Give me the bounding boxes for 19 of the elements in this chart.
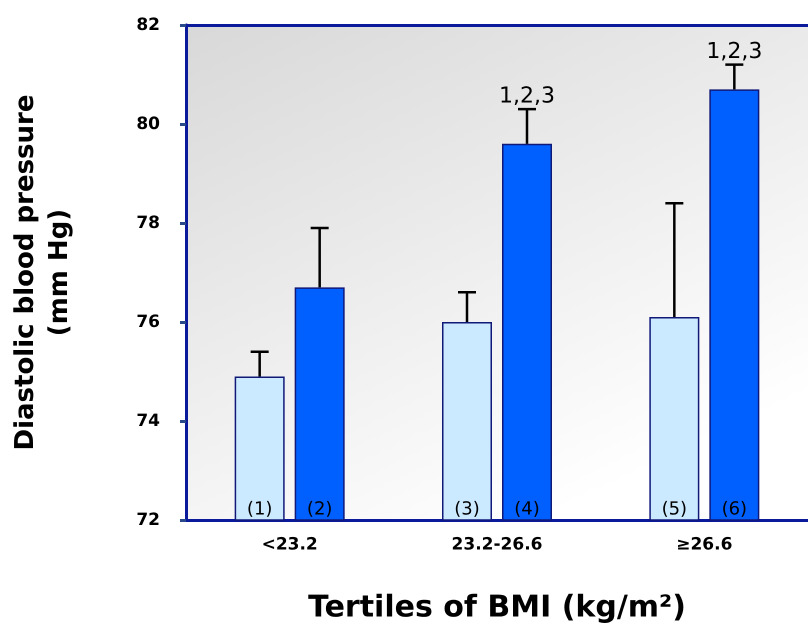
y-tick-label: 72 <box>136 510 160 530</box>
x-tick-label: <23.2 <box>262 534 318 554</box>
annotation: (1) <box>246 498 272 520</box>
y-tick-label: 82 <box>136 15 160 35</box>
y-tick-label: 76 <box>136 312 160 332</box>
y-tick-label: 74 <box>136 411 160 431</box>
y-tick-label: 80 <box>136 114 160 134</box>
annotation: (2) <box>306 498 332 520</box>
annotation: 1,2,3 <box>499 84 555 109</box>
annotation: (4) <box>514 498 540 520</box>
annotation: (5) <box>662 498 688 520</box>
y-axis-title: Diastolic blood pressure (mm Hg) <box>10 94 74 450</box>
annotation: 1,2,3 <box>706 39 762 64</box>
annotation: (3) <box>454 498 480 520</box>
y-tick-label: 78 <box>136 213 160 233</box>
annotation: (6) <box>722 498 748 520</box>
x-tick-label: 23.2-26.6 <box>452 534 542 554</box>
x-tick-label: ≥26.6 <box>676 534 732 554</box>
x-axis-title: Tertiles of BMI (kg/m²) <box>308 590 686 624</box>
